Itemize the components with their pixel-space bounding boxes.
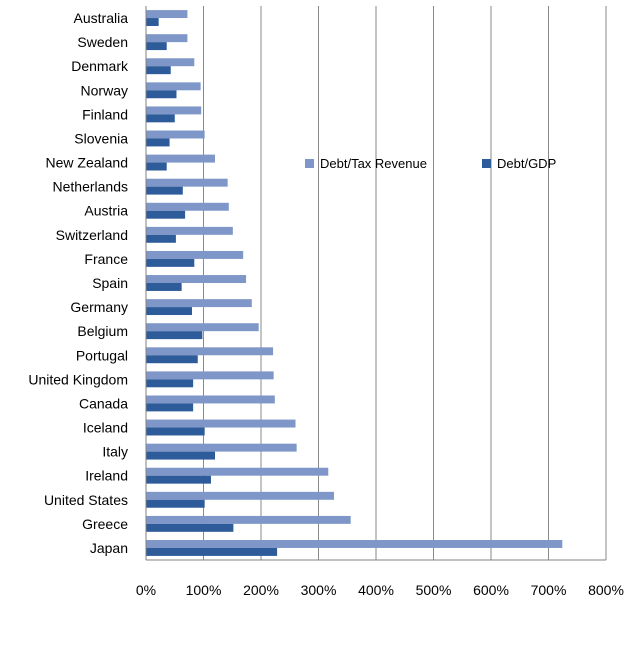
bar-debt-gdp-finland	[146, 114, 175, 123]
category-label: Netherlands	[53, 179, 129, 195]
bar-debt-tax-australia	[146, 10, 188, 19]
category-label: Belgium	[77, 323, 128, 339]
category-label: Iceland	[83, 420, 128, 436]
category-label: France	[84, 251, 128, 267]
x-tick-label: 700%	[531, 582, 567, 598]
x-tick-label: 100%	[186, 582, 222, 598]
bar-debt-gdp-new-zealand	[146, 162, 167, 171]
bar-debt-gdp-switzerland	[146, 234, 176, 243]
category-label: Greece	[82, 516, 128, 532]
bar-debt-tax-denmark	[146, 58, 195, 67]
category-label: United Kingdom	[28, 371, 128, 387]
category-label: Portugal	[76, 347, 128, 363]
bar-debt-tax-france	[146, 250, 244, 259]
x-tick-label: 400%	[358, 582, 394, 598]
bar-debt-tax-norway	[146, 82, 201, 91]
bar-debt-tax-sweden	[146, 34, 188, 43]
category-label: Austria	[84, 203, 128, 219]
category-label: United States	[44, 492, 128, 508]
bar-debt-gdp-belgium	[146, 331, 203, 340]
bar-debt-gdp-austria	[146, 210, 186, 219]
bar-debt-gdp-france	[146, 258, 195, 267]
bar-debt-tax-belgium	[146, 323, 259, 332]
bar-debt-gdp-italy	[146, 451, 215, 460]
bar-debt-gdp-norway	[146, 90, 177, 99]
category-label: Germany	[70, 299, 128, 315]
category-label: Canada	[79, 395, 128, 411]
bar-debt-gdp-canada	[146, 403, 194, 412]
category-label: Switzerland	[56, 227, 128, 243]
legend-label-debt-gdp: Debt/GDP	[497, 156, 556, 171]
bar-debt-gdp-denmark	[146, 66, 171, 75]
legend: Debt/Tax Revenue Debt/GDP	[305, 156, 556, 171]
bar-debt-tax-austria	[146, 202, 229, 211]
bar-debt-gdp-ireland	[146, 475, 211, 484]
bar-debt-gdp-united-kingdom	[146, 379, 194, 388]
bar-debt-gdp-united-states	[146, 499, 205, 508]
category-label: Spain	[92, 275, 128, 291]
x-tick-label: 600%	[473, 582, 509, 598]
bar-debt-tax-switzerland	[146, 226, 233, 235]
x-tick-label: 0%	[136, 582, 156, 598]
bar-debt-tax-slovenia	[146, 130, 205, 139]
bar-debt-gdp-germany	[146, 307, 192, 316]
bar-debt-tax-iceland	[146, 419, 296, 428]
bar-debt-gdp-netherlands	[146, 186, 183, 195]
legend-swatch-debt-gdp	[482, 159, 491, 168]
bar-debt-tax-germany	[146, 299, 252, 308]
bar-debt-gdp-greece	[146, 523, 234, 532]
bar-debt-gdp-sweden	[146, 42, 167, 51]
bars	[146, 10, 563, 556]
category-label: Sweden	[77, 34, 128, 50]
bar-debt-tax-canada	[146, 395, 275, 404]
legend-swatch-debt-tax-revenue	[305, 159, 314, 168]
bar-debt-tax-netherlands	[146, 178, 228, 187]
category-label: Ireland	[85, 468, 128, 484]
bar-debt-tax-ireland	[146, 467, 329, 476]
bar-debt-tax-united-states	[146, 491, 335, 500]
legend-label-debt-tax-revenue: Debt/Tax Revenue	[320, 156, 427, 171]
bar-debt-gdp-slovenia	[146, 138, 170, 147]
bar-debt-tax-finland	[146, 106, 202, 115]
x-tick-label: 200%	[243, 582, 279, 598]
category-labels: Australia Sweden Denmark Norway Finland Slove…	[28, 10, 129, 556]
x-tick-labels: 0% 100% 200% 300% 400% 500% 600% 700% 800%	[136, 582, 624, 598]
bar-debt-tax-new-zealand	[146, 154, 215, 163]
x-tick-label: 300%	[301, 582, 337, 598]
bar-debt-gdp-japan	[146, 547, 278, 556]
category-label: Australia	[74, 10, 129, 26]
category-label: Denmark	[71, 58, 129, 74]
bar-debt-tax-united-kingdom	[146, 371, 274, 380]
bar-debt-gdp-spain	[146, 283, 182, 291]
x-tick-label: 500%	[416, 582, 452, 598]
category-label: Slovenia	[74, 130, 128, 146]
category-label: Norway	[81, 82, 128, 98]
bar-debt-tax-greece	[146, 515, 351, 524]
category-label: Finland	[82, 106, 128, 122]
bar-debt-gdp-portugal	[146, 355, 198, 364]
bar-debt-tax-portugal	[146, 347, 274, 356]
bar-debt-gdp-iceland	[146, 427, 205, 436]
bar-debt-gdp-australia	[146, 18, 159, 26]
x-tick-label: 800%	[588, 582, 624, 598]
gridlines	[203, 6, 607, 560]
category-label: Italy	[102, 444, 128, 460]
category-label: New Zealand	[46, 155, 129, 171]
bar-debt-tax-japan	[146, 540, 563, 548]
bar-debt-tax-italy	[146, 443, 297, 452]
bar-debt-tax-spain	[146, 275, 247, 283]
category-label: Japan	[90, 540, 128, 556]
